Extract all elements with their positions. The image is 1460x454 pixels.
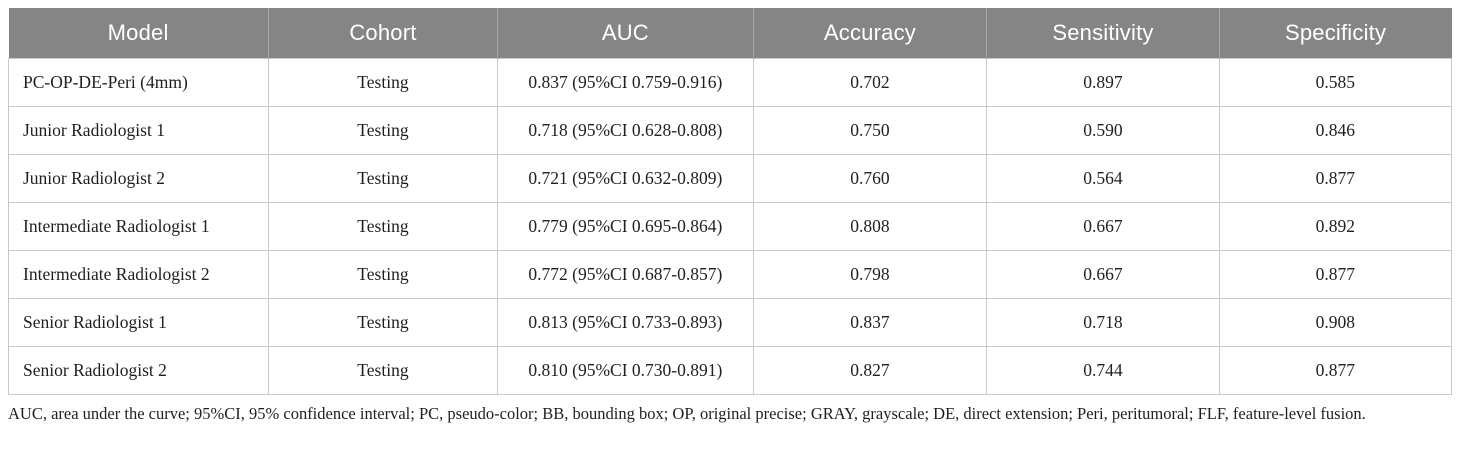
- cell-specificity: 0.877: [1218, 153, 1453, 203]
- cell-sensitivity: 0.897: [986, 57, 1220, 107]
- results-table: Model Cohort AUC Accuracy Sensitivity Sp…: [8, 8, 1453, 395]
- column-header-sensitivity: Sensitivity: [986, 8, 1220, 58]
- cell-accuracy: 0.702: [752, 57, 988, 107]
- cell-specificity: 0.877: [1218, 345, 1453, 395]
- cell-accuracy: 0.837: [752, 297, 988, 347]
- cell-auc: 0.779 (95%CI 0.695-0.864): [497, 201, 754, 251]
- table-header-row: Model Cohort AUC Accuracy Sensitivity Sp…: [8, 8, 1452, 58]
- table-row: Junior Radiologist 1 Testing 0.718 (95%C…: [8, 105, 1453, 155]
- cell-specificity: 0.585: [1218, 57, 1453, 107]
- cell-auc: 0.772 (95%CI 0.687-0.857): [497, 249, 754, 299]
- column-header-specificity: Specificity: [1218, 8, 1452, 58]
- column-header-auc: AUC: [497, 8, 754, 58]
- table-footnote: AUC, area under the curve; 95%CI, 95% co…: [8, 403, 1366, 423]
- table-row: Intermediate Radiologist 2 Testing 0.772…: [8, 249, 1453, 299]
- cell-cohort: Testing: [267, 249, 499, 299]
- cell-accuracy: 0.760: [752, 153, 988, 203]
- cell-specificity: 0.846: [1218, 105, 1453, 155]
- cell-sensitivity: 0.564: [986, 153, 1220, 203]
- cell-specificity: 0.877: [1218, 249, 1453, 299]
- cell-sensitivity: 0.667: [986, 249, 1220, 299]
- cell-accuracy: 0.798: [752, 249, 988, 299]
- cell-model: PC-OP-DE-Peri (4mm): [8, 57, 269, 107]
- cell-cohort: Testing: [267, 201, 499, 251]
- table-row: Intermediate Radiologist 1 Testing 0.779…: [8, 201, 1453, 251]
- cell-model: Intermediate Radiologist 2: [8, 249, 269, 299]
- cell-model: Senior Radiologist 2: [8, 345, 269, 395]
- cell-accuracy: 0.808: [752, 201, 988, 251]
- cell-sensitivity: 0.744: [986, 345, 1220, 395]
- cell-auc: 0.721 (95%CI 0.632-0.809): [497, 153, 754, 203]
- cell-auc: 0.810 (95%CI 0.730-0.891): [497, 345, 754, 395]
- cell-cohort: Testing: [267, 105, 499, 155]
- cell-specificity: 0.892: [1218, 201, 1453, 251]
- table-row: Senior Radiologist 1 Testing 0.813 (95%C…: [8, 297, 1453, 347]
- cell-model: Senior Radiologist 1: [8, 297, 269, 347]
- column-header-model: Model: [8, 8, 269, 58]
- cell-model: Intermediate Radiologist 1: [8, 201, 269, 251]
- cell-cohort: Testing: [267, 57, 499, 107]
- cell-auc: 0.837 (95%CI 0.759-0.916): [497, 57, 754, 107]
- cell-auc: 0.718 (95%CI 0.628-0.808): [497, 105, 754, 155]
- cell-sensitivity: 0.667: [986, 201, 1220, 251]
- table-row: Senior Radiologist 2 Testing 0.810 (95%C…: [8, 345, 1453, 395]
- cell-specificity: 0.908: [1218, 297, 1453, 347]
- cell-sensitivity: 0.718: [986, 297, 1220, 347]
- cell-model: Junior Radiologist 1: [8, 105, 269, 155]
- cell-cohort: Testing: [267, 297, 499, 347]
- cell-cohort: Testing: [267, 153, 499, 203]
- cell-model: Junior Radiologist 2: [8, 153, 269, 203]
- cell-sensitivity: 0.590: [986, 105, 1220, 155]
- column-header-cohort: Cohort: [267, 8, 498, 58]
- table-row: Junior Radiologist 2 Testing 0.721 (95%C…: [8, 153, 1453, 203]
- cell-accuracy: 0.750: [752, 105, 988, 155]
- cell-cohort: Testing: [267, 345, 499, 395]
- cell-accuracy: 0.827: [752, 345, 988, 395]
- column-header-accuracy: Accuracy: [752, 8, 987, 58]
- table-row: PC-OP-DE-Peri (4mm) Testing 0.837 (95%CI…: [8, 57, 1453, 107]
- cell-auc: 0.813 (95%CI 0.733-0.893): [497, 297, 754, 347]
